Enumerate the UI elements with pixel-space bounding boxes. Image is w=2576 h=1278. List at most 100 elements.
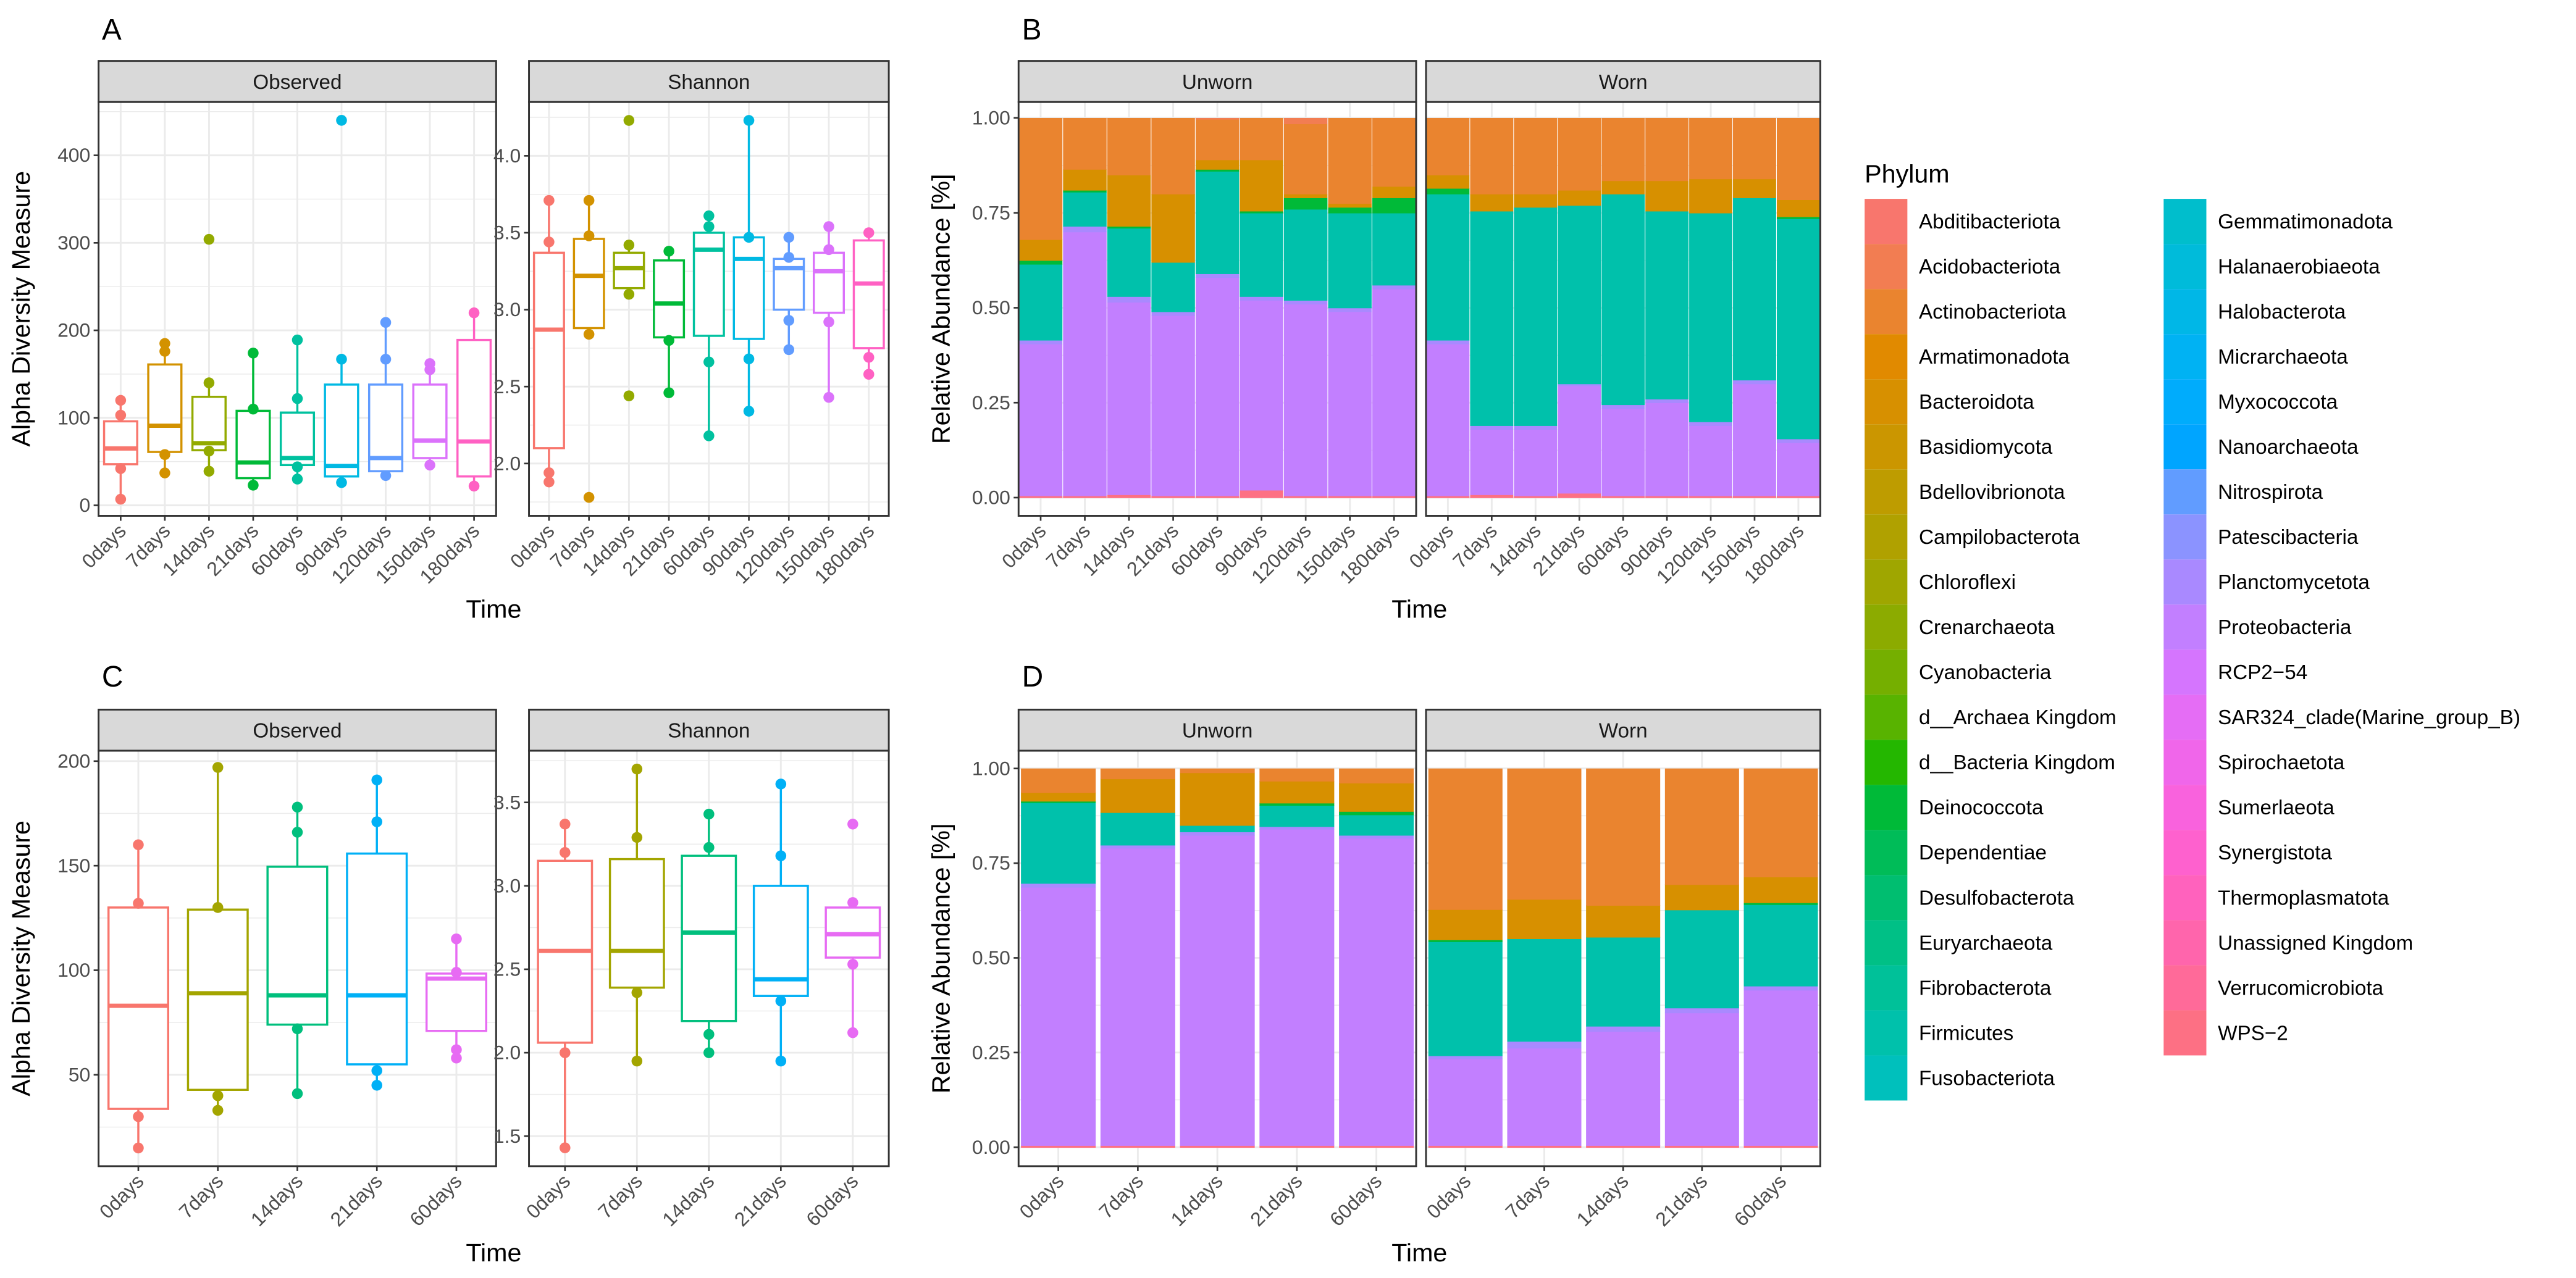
- legend-label: SAR324_clade(Marine_group_B): [2218, 706, 2520, 729]
- bar-segment-planctomycetota: [1470, 425, 1514, 430]
- bar-segment-planctomycetota: [1240, 296, 1283, 301]
- bar-segment-acidobacteriota: [1283, 117, 1328, 125]
- data-point: [543, 467, 555, 478]
- bar-segment-actinobacteriota: [1470, 117, 1514, 194]
- bar-150days: [1328, 117, 1372, 498]
- data-point: [424, 459, 435, 471]
- panel-c: C Alpha Diversity Measure Time Observed 50 10…: [7, 661, 890, 1267]
- box-90days: [324, 115, 359, 488]
- legend-key: [1865, 559, 1908, 605]
- bar-segment-proteobacteria: [1283, 304, 1328, 496]
- legend-key: [2163, 424, 2207, 470]
- bar-segment-wps−2: [1428, 1145, 1503, 1148]
- box-iqr: [412, 383, 448, 459]
- data-point: [292, 393, 303, 404]
- legend-key: [1865, 649, 1908, 695]
- data-point: [743, 406, 755, 417]
- data-point: [212, 1090, 224, 1101]
- legend-item: Euryarchaeota: [1865, 920, 2053, 966]
- legend-label: Micrarchaeota: [2218, 346, 2348, 369]
- bar-segment-proteobacteria: [1470, 429, 1514, 495]
- box-120days: [367, 317, 404, 482]
- bar-segment-wps−2: [1514, 495, 1558, 498]
- legend-item: RCP2−54: [2163, 649, 2307, 695]
- data-point: [543, 476, 555, 488]
- bar-segment-proteobacteria: [1100, 848, 1175, 1146]
- legend-label: Fusobacteriota: [1919, 1067, 2055, 1090]
- bar-segment-proteobacteria: [1339, 838, 1414, 1146]
- data-point: [115, 395, 127, 406]
- legend-label: Spirochaetota: [2218, 751, 2345, 774]
- data-point: [451, 933, 462, 945]
- data-point: [203, 233, 215, 245]
- data-point: [292, 827, 303, 838]
- y-tick-label: 3.5: [493, 791, 521, 813]
- data-point: [451, 1052, 462, 1064]
- bar-segment-bacteroidota: [1151, 193, 1195, 263]
- data-point: [380, 354, 392, 365]
- bar-segment-proteobacteria: [1151, 315, 1195, 496]
- bar-segment-proteobacteria: [1743, 990, 1818, 1146]
- legend-key: [2163, 469, 2207, 515]
- legend-key: [1865, 920, 1908, 966]
- bar-segment-planctomycetota: [1259, 826, 1335, 830]
- bar-segment-proteobacteria: [1180, 835, 1255, 1146]
- bar-segment-proteobacteria: [1240, 300, 1283, 491]
- facet-strip: [1017, 708, 1417, 752]
- legend-item: Thermoplasmatota: [2163, 875, 2389, 921]
- data-point: [133, 898, 144, 909]
- legend-key: [1865, 469, 1908, 515]
- bar-segment-bacteroidota: [1259, 780, 1335, 804]
- bar-segment-planctomycetota: [1107, 296, 1151, 303]
- bar-segment-proteobacteria: [1426, 343, 1470, 496]
- y-tick-label: 50: [69, 1064, 91, 1086]
- bar-150days: [1733, 117, 1776, 498]
- bar-segment-actinobacteriota: [1240, 117, 1283, 161]
- y-tick-label: 0.75: [972, 852, 1010, 874]
- bar-segment-acidobacteriota: [1195, 117, 1240, 120]
- box-60days: [692, 210, 725, 441]
- bar-7days: [1470, 117, 1514, 498]
- y-axis-title: Alpha Diversity Measure: [7, 821, 35, 1096]
- data-point: [863, 227, 875, 238]
- data-point: [159, 449, 170, 461]
- panel-b: B Relative Abundance [%] Time Unworn 0.00 0.2…: [927, 14, 1821, 623]
- legend-label: Dependentiae: [1919, 842, 2047, 864]
- legend-label: Halobacterota: [2218, 301, 2346, 324]
- data-point: [543, 194, 555, 206]
- legend-label: Verrucomicrobiota: [2218, 977, 2383, 1000]
- box-21days: [653, 246, 686, 398]
- y-tick-label: 3.0: [493, 298, 521, 320]
- facet-strip-label: Shannon: [668, 720, 750, 743]
- bar-segment-deinococcota: [1339, 811, 1414, 816]
- legend-label: d__Archaea Kingdom: [1919, 706, 2117, 729]
- box-7days: [147, 338, 183, 478]
- bar-segment-proteobacteria: [1733, 383, 1776, 496]
- bar-segment-proteobacteria: [1514, 429, 1558, 496]
- y-tick-label: 1.00: [972, 757, 1010, 779]
- bar-segment-planctomycetota: [1586, 1025, 1661, 1032]
- legend-key: [1865, 830, 1908, 875]
- data-point: [847, 1027, 858, 1038]
- bar-segment-planctomycetota: [1328, 307, 1372, 312]
- legend-item: Gemmatimonadota: [2163, 199, 2393, 244]
- box-21days: [346, 774, 408, 1091]
- legend-label: Fibrobacterota: [1919, 977, 2052, 1000]
- data-point: [743, 115, 755, 126]
- data-point: [292, 461, 303, 472]
- box-iqr: [324, 383, 359, 478]
- legend-label: Synergistota: [2218, 842, 2332, 864]
- legend-item: Desulfobacterota: [1865, 875, 2075, 921]
- y-tick-label: 3.5: [493, 222, 521, 244]
- bar-segment-proteobacteria: [1776, 442, 1820, 496]
- box-iqr: [425, 972, 487, 1032]
- legend-label: RCP2−54: [2218, 661, 2307, 684]
- y-tick-label: 2.0: [493, 452, 521, 474]
- bar-segment-actinobacteriota: [1426, 117, 1470, 176]
- data-point: [203, 466, 215, 477]
- bar-segment-proteobacteria: [1558, 385, 1601, 494]
- bar-segment-actinobacteriota: [1733, 117, 1776, 180]
- bar-segment-planctomycetota: [1664, 1008, 1739, 1014]
